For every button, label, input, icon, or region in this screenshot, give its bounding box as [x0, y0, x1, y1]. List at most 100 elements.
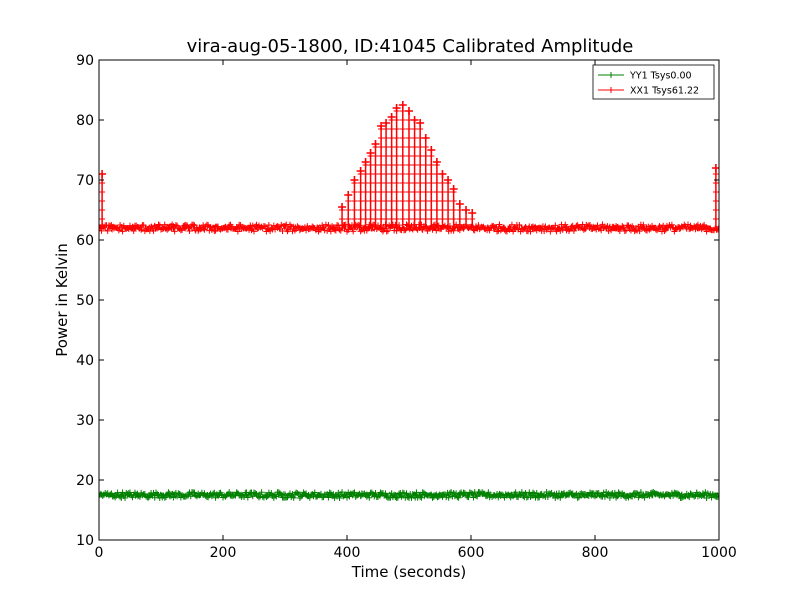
data-point [646, 492, 653, 499]
data-point [428, 162, 435, 168]
data-point [486, 227, 493, 234]
data-point [153, 489, 160, 496]
data-point [398, 493, 405, 500]
data-point [439, 198, 446, 204]
data-point [433, 216, 440, 222]
data-point [433, 180, 440, 186]
y-tick-label: 40 [76, 353, 94, 369]
data-point [336, 494, 343, 501]
peak-point [455, 200, 464, 208]
data-point [393, 162, 400, 168]
data-point [290, 494, 297, 501]
data-point [522, 224, 529, 231]
data-point [399, 180, 406, 186]
data-point [399, 216, 406, 222]
data-point [613, 494, 620, 501]
data-point [445, 189, 452, 195]
data-point [429, 226, 436, 233]
data-point [224, 226, 231, 233]
data-point [326, 489, 333, 496]
data-point [456, 216, 463, 222]
y-tick-label: 90 [76, 53, 94, 69]
data-point [161, 221, 168, 228]
peak-point [410, 116, 419, 124]
data-point [527, 228, 534, 235]
data-point [258, 489, 265, 496]
peak-point [462, 206, 471, 214]
data-point [712, 198, 719, 204]
data-point [454, 494, 461, 501]
data-point [568, 223, 575, 230]
data-point [171, 228, 178, 235]
data-point [339, 489, 346, 496]
data-point [372, 198, 379, 204]
data-point [516, 221, 523, 228]
data-point [263, 228, 270, 235]
data-point [382, 490, 389, 497]
data-point [190, 221, 197, 228]
data-point [406, 162, 412, 168]
data-point [251, 228, 257, 235]
data-point [191, 489, 198, 496]
data-point [130, 227, 137, 234]
data-point [179, 226, 186, 233]
data-point [506, 226, 513, 233]
x-axis-title: Time (seconds) [351, 563, 467, 581]
data-point [701, 221, 708, 228]
data-point [428, 189, 435, 195]
data-point [145, 494, 152, 501]
data-point [587, 222, 594, 229]
data-point [399, 171, 406, 177]
data-point [468, 489, 474, 496]
data-point [512, 489, 519, 496]
data-point [433, 189, 440, 195]
data-point [383, 198, 390, 204]
data-point [541, 492, 548, 499]
data-point [99, 207, 106, 213]
data-point [320, 224, 327, 231]
data-point [356, 222, 363, 229]
data-point [394, 494, 401, 501]
data-point [536, 494, 543, 501]
data-point [654, 227, 660, 234]
data-point [383, 153, 390, 159]
data-point [406, 216, 412, 222]
peak-point [366, 149, 375, 157]
data-point [339, 216, 346, 222]
data-point [641, 494, 648, 501]
data-point [692, 226, 699, 233]
data-point [383, 216, 390, 222]
data-point [418, 494, 425, 501]
data-point [608, 227, 615, 234]
data-point [621, 228, 628, 235]
data-point [422, 198, 429, 204]
peak-point [468, 209, 477, 217]
data-point [170, 494, 177, 501]
data-point [417, 162, 424, 168]
data-point [393, 180, 400, 186]
y-tick-label: 20 [76, 473, 94, 489]
data-point [351, 216, 358, 222]
data-point [336, 226, 343, 233]
data-point [244, 494, 251, 501]
data-point [417, 180, 424, 186]
data-point [428, 207, 435, 213]
data-point [463, 216, 470, 222]
data-point [175, 490, 182, 497]
data-point [399, 198, 406, 204]
data-point [150, 227, 157, 234]
data-point [522, 489, 529, 496]
data-point [411, 216, 418, 222]
peak-point [421, 134, 430, 142]
peak-point [427, 146, 436, 154]
peak-point [371, 140, 380, 148]
legend: YY1 Tsys0.00 XX1 Tsys61.22 [592, 64, 715, 100]
data-point [547, 228, 554, 235]
data-point [417, 153, 424, 159]
data-point [646, 226, 653, 233]
data-point [393, 189, 400, 195]
data-point [574, 494, 581, 501]
data-point [445, 216, 452, 222]
data-point [393, 144, 400, 150]
peak-point [356, 167, 365, 175]
